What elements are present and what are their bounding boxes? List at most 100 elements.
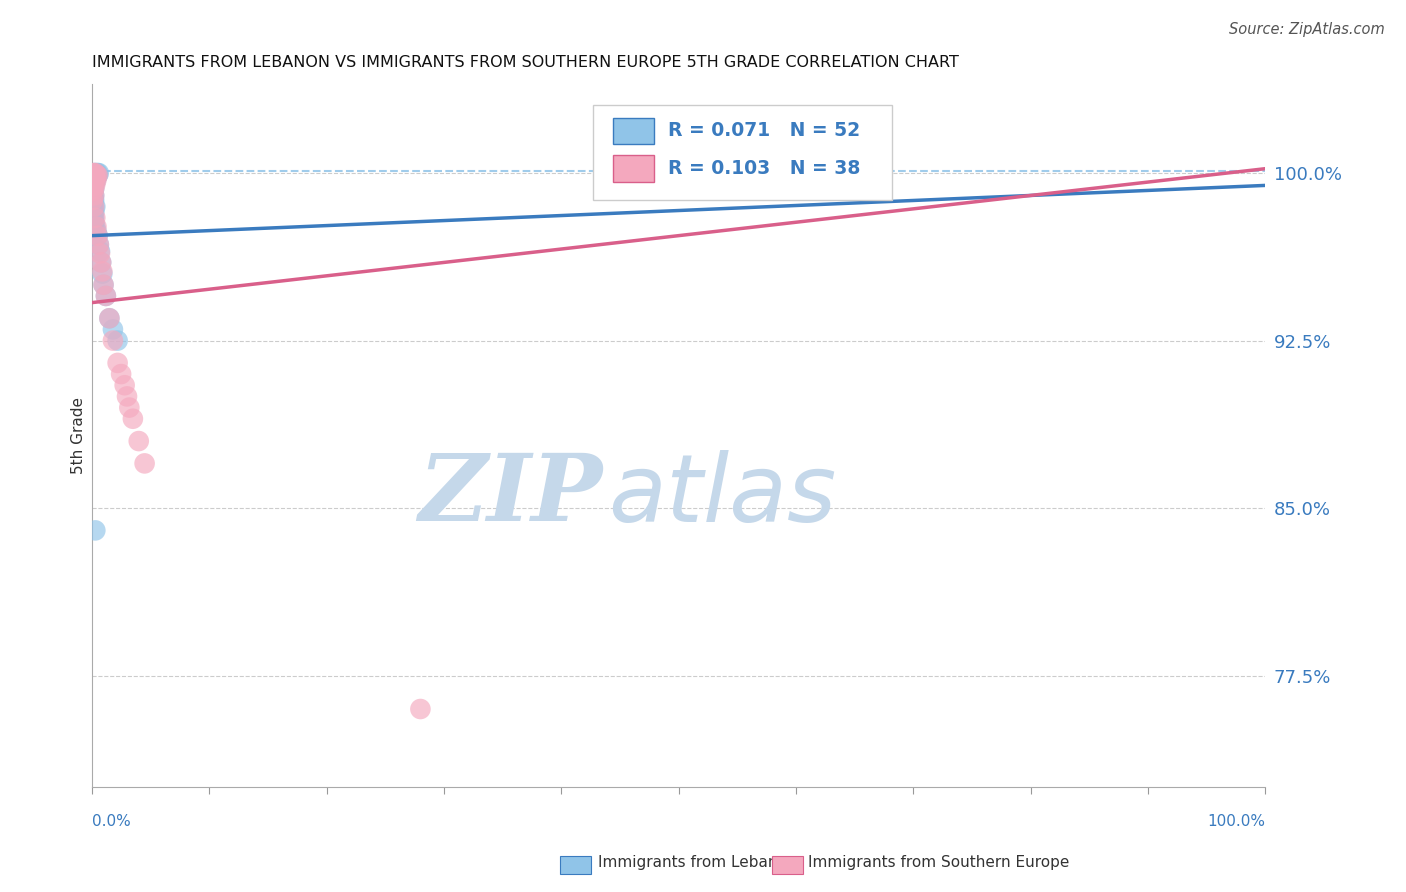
Point	[83, 170, 105, 185]
Point	[83, 188, 105, 202]
Point	[84, 211, 107, 225]
Point	[82, 188, 104, 202]
Point	[82, 186, 104, 201]
Point	[82, 184, 104, 198]
Point	[82, 193, 104, 207]
Point	[83, 204, 105, 219]
Point	[91, 267, 114, 281]
Point	[83, 175, 105, 189]
Point	[82, 193, 104, 207]
Text: 100.0%: 100.0%	[1208, 814, 1265, 829]
FancyBboxPatch shape	[593, 105, 893, 200]
FancyBboxPatch shape	[613, 155, 654, 182]
Point	[82, 186, 104, 201]
Point	[94, 289, 117, 303]
Point	[82, 166, 104, 180]
Point	[86, 228, 108, 243]
Point	[84, 169, 107, 183]
Point	[118, 401, 141, 415]
Point	[115, 389, 138, 403]
Point	[89, 244, 111, 259]
Point	[84, 524, 107, 538]
Point	[82, 184, 104, 198]
Point	[86, 173, 108, 187]
Point	[84, 173, 107, 187]
Point	[83, 193, 105, 207]
Text: Source: ZipAtlas.com: Source: ZipAtlas.com	[1229, 22, 1385, 37]
Point	[82, 191, 104, 205]
Point	[83, 182, 105, 196]
Point	[82, 195, 104, 210]
Point	[84, 178, 107, 192]
Point	[86, 170, 108, 185]
Point	[87, 166, 110, 180]
FancyBboxPatch shape	[613, 118, 654, 145]
Point	[84, 175, 107, 189]
Point	[83, 173, 105, 187]
Point	[86, 228, 108, 243]
Point	[107, 356, 129, 370]
Point	[83, 188, 105, 202]
Point	[86, 169, 108, 183]
Point	[82, 179, 104, 194]
Point	[83, 182, 105, 196]
Point	[409, 702, 432, 716]
Point	[90, 255, 112, 269]
Point	[84, 200, 107, 214]
Point	[82, 173, 104, 187]
Point	[101, 322, 124, 336]
Point	[86, 169, 108, 183]
Point	[83, 169, 105, 183]
Point	[86, 219, 108, 234]
Point	[107, 334, 129, 348]
Text: R = 0.103   N = 38: R = 0.103 N = 38	[668, 159, 860, 178]
Point	[82, 182, 104, 196]
Point	[86, 169, 108, 183]
Point	[83, 215, 105, 229]
Point	[82, 179, 104, 194]
Point	[93, 277, 115, 292]
Text: Immigrants from Southern Europe: Immigrants from Southern Europe	[808, 855, 1070, 870]
Text: ZIP: ZIP	[418, 450, 602, 541]
Point	[84, 170, 107, 185]
Point	[84, 219, 107, 234]
Point	[86, 166, 108, 180]
Y-axis label: 5th Grade: 5th Grade	[72, 397, 86, 474]
Point	[83, 215, 105, 229]
Point	[84, 166, 107, 180]
Point	[87, 237, 110, 252]
Point	[82, 191, 104, 205]
Text: IMMIGRANTS FROM LEBANON VS IMMIGRANTS FROM SOUTHERN EUROPE 5TH GRADE CORRELATION: IMMIGRANTS FROM LEBANON VS IMMIGRANTS FR…	[91, 55, 959, 70]
Point	[84, 170, 107, 185]
Point	[93, 277, 115, 292]
Point	[82, 169, 104, 183]
Point	[83, 170, 105, 185]
Point	[83, 166, 105, 180]
Text: 0.0%: 0.0%	[91, 814, 131, 829]
Point	[86, 166, 108, 180]
Point	[122, 411, 145, 425]
Point	[83, 206, 105, 220]
Point	[82, 211, 104, 225]
Point	[134, 457, 156, 471]
Point	[101, 334, 124, 348]
Point	[90, 255, 112, 269]
Point	[89, 246, 111, 260]
Point	[84, 166, 107, 180]
Point	[83, 178, 105, 192]
Point	[91, 264, 114, 278]
Point	[83, 200, 105, 214]
Point	[83, 166, 105, 180]
Point	[83, 211, 105, 225]
Text: atlas: atlas	[609, 450, 837, 541]
Point	[82, 184, 104, 198]
Text: Immigrants from Lebanon: Immigrants from Lebanon	[598, 855, 796, 870]
Point	[83, 175, 105, 189]
Point	[128, 434, 150, 448]
Point	[94, 289, 117, 303]
Point	[98, 311, 121, 326]
Point	[114, 378, 136, 392]
Point	[87, 237, 110, 252]
Point	[110, 367, 132, 381]
Point	[98, 311, 121, 326]
